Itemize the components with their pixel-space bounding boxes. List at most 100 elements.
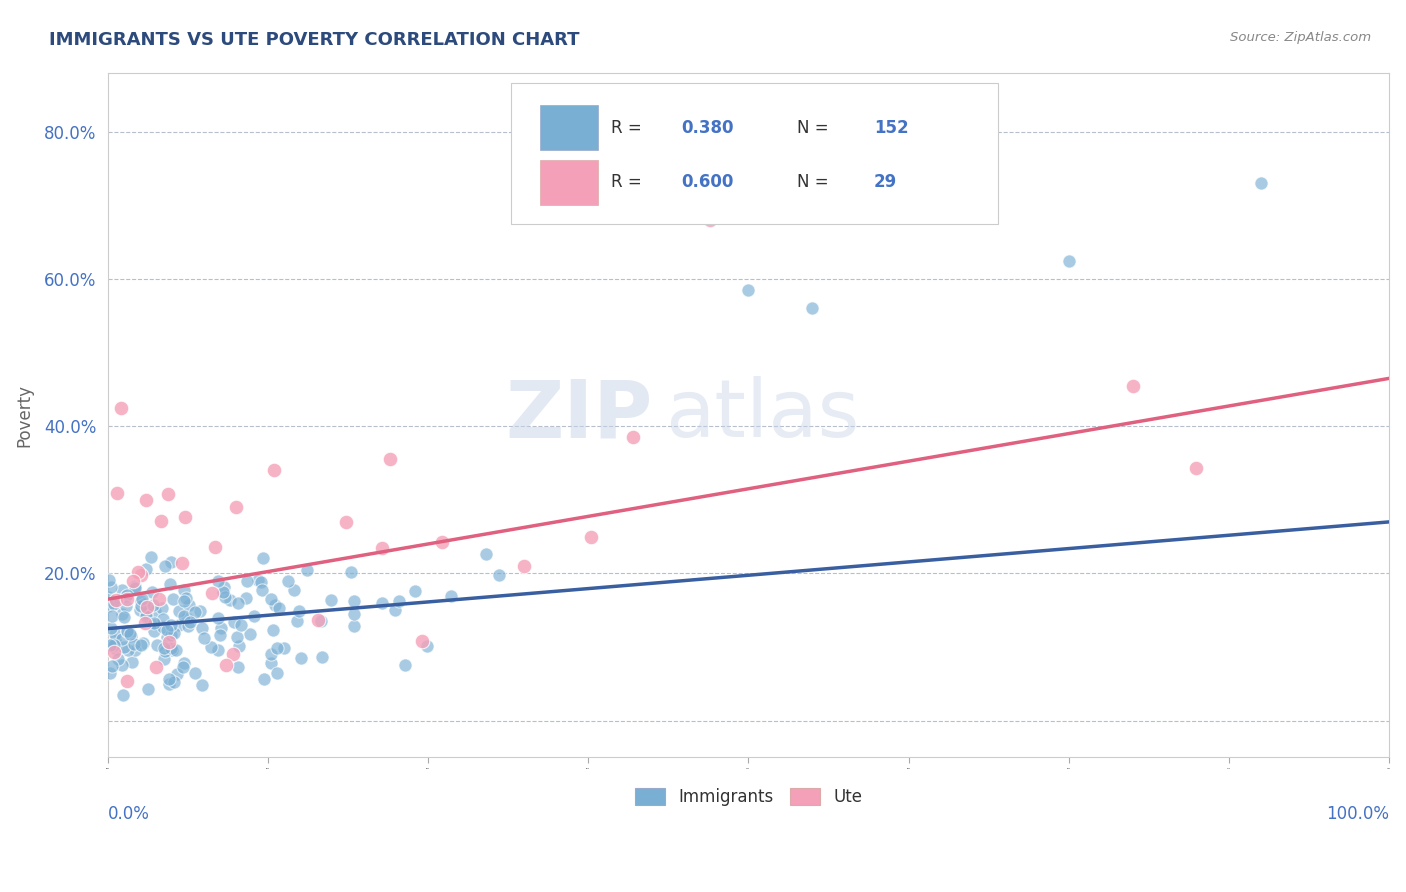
- Point: [142, 615, 165, 630]
- Point: [1250, 177, 1272, 191]
- Point: [111, 582, 134, 597]
- Point: [371, 596, 394, 610]
- Point: [120, 627, 142, 641]
- Point: [115, 592, 138, 607]
- Point: [215, 658, 238, 673]
- Point: [129, 599, 152, 614]
- Point: [343, 594, 366, 608]
- Point: [104, 633, 127, 648]
- Point: [120, 629, 142, 643]
- Point: [153, 652, 176, 666]
- Point: [162, 591, 184, 606]
- Point: [104, 593, 127, 607]
- Point: [253, 672, 276, 686]
- Point: [209, 621, 232, 635]
- Point: [235, 591, 257, 605]
- Point: [156, 630, 179, 644]
- Point: [266, 665, 288, 680]
- Point: [295, 563, 318, 577]
- Point: [172, 660, 194, 674]
- Point: [225, 500, 247, 515]
- Point: [173, 583, 195, 598]
- Point: [512, 559, 534, 574]
- Point: [131, 591, 153, 606]
- Text: N =: N =: [797, 119, 834, 136]
- Point: [115, 624, 138, 639]
- Point: [250, 582, 273, 597]
- Point: [311, 615, 333, 629]
- Point: [191, 678, 214, 692]
- Point: [184, 665, 207, 680]
- Point: [249, 575, 271, 590]
- Point: [117, 674, 139, 689]
- Point: [160, 628, 183, 642]
- FancyBboxPatch shape: [512, 83, 998, 224]
- Point: [100, 580, 122, 594]
- Point: [1184, 460, 1206, 475]
- Point: [129, 593, 152, 607]
- Point: [97, 573, 120, 587]
- Point: [159, 576, 181, 591]
- Point: [124, 643, 146, 657]
- Point: [621, 430, 644, 444]
- Point: [145, 617, 167, 632]
- Point: [222, 647, 245, 661]
- Point: [378, 452, 401, 467]
- Point: [127, 565, 149, 579]
- Text: ZIP: ZIP: [505, 376, 652, 454]
- Point: [212, 585, 235, 599]
- Point: [153, 644, 176, 658]
- Point: [283, 582, 305, 597]
- Point: [335, 515, 357, 529]
- Point: [107, 652, 129, 666]
- Point: [801, 301, 824, 316]
- Legend: Immigrants, Ute: Immigrants, Ute: [626, 780, 870, 814]
- Point: [246, 573, 269, 587]
- Point: [1122, 378, 1144, 392]
- Point: [148, 592, 170, 607]
- Point: [394, 658, 416, 673]
- Point: [98, 638, 121, 652]
- Point: [152, 612, 174, 626]
- Point: [134, 615, 156, 630]
- Point: [103, 645, 125, 659]
- Point: [339, 565, 361, 579]
- Point: [288, 604, 311, 618]
- Point: [176, 610, 198, 624]
- Point: [188, 604, 211, 618]
- Point: [176, 619, 198, 633]
- Point: [311, 650, 333, 665]
- Point: [173, 657, 195, 671]
- Point: [104, 627, 127, 641]
- Point: [266, 640, 288, 655]
- Point: [157, 635, 180, 649]
- Point: [150, 514, 173, 528]
- Point: [129, 638, 152, 652]
- Point: [141, 585, 163, 599]
- Point: [103, 638, 125, 652]
- Point: [135, 492, 157, 507]
- Text: 0.380: 0.380: [682, 119, 734, 136]
- Text: IMMIGRANTS VS UTE POVERTY CORRELATION CHART: IMMIGRANTS VS UTE POVERTY CORRELATION CH…: [49, 31, 579, 49]
- Text: R =: R =: [612, 173, 647, 192]
- Text: 152: 152: [875, 119, 908, 136]
- Point: [231, 618, 253, 632]
- Point: [174, 591, 197, 605]
- Point: [162, 643, 184, 657]
- Point: [166, 666, 188, 681]
- Point: [260, 656, 283, 670]
- Point: [174, 509, 197, 524]
- Point: [100, 621, 122, 635]
- Point: [269, 601, 291, 615]
- Point: [124, 581, 146, 595]
- Point: [163, 626, 186, 640]
- Point: [307, 613, 329, 627]
- Point: [112, 610, 135, 624]
- Point: [204, 541, 226, 555]
- Point: [239, 627, 262, 641]
- Point: [135, 609, 157, 624]
- Point: [218, 593, 240, 607]
- Point: [184, 605, 207, 619]
- Point: [172, 556, 194, 570]
- Point: [111, 632, 134, 646]
